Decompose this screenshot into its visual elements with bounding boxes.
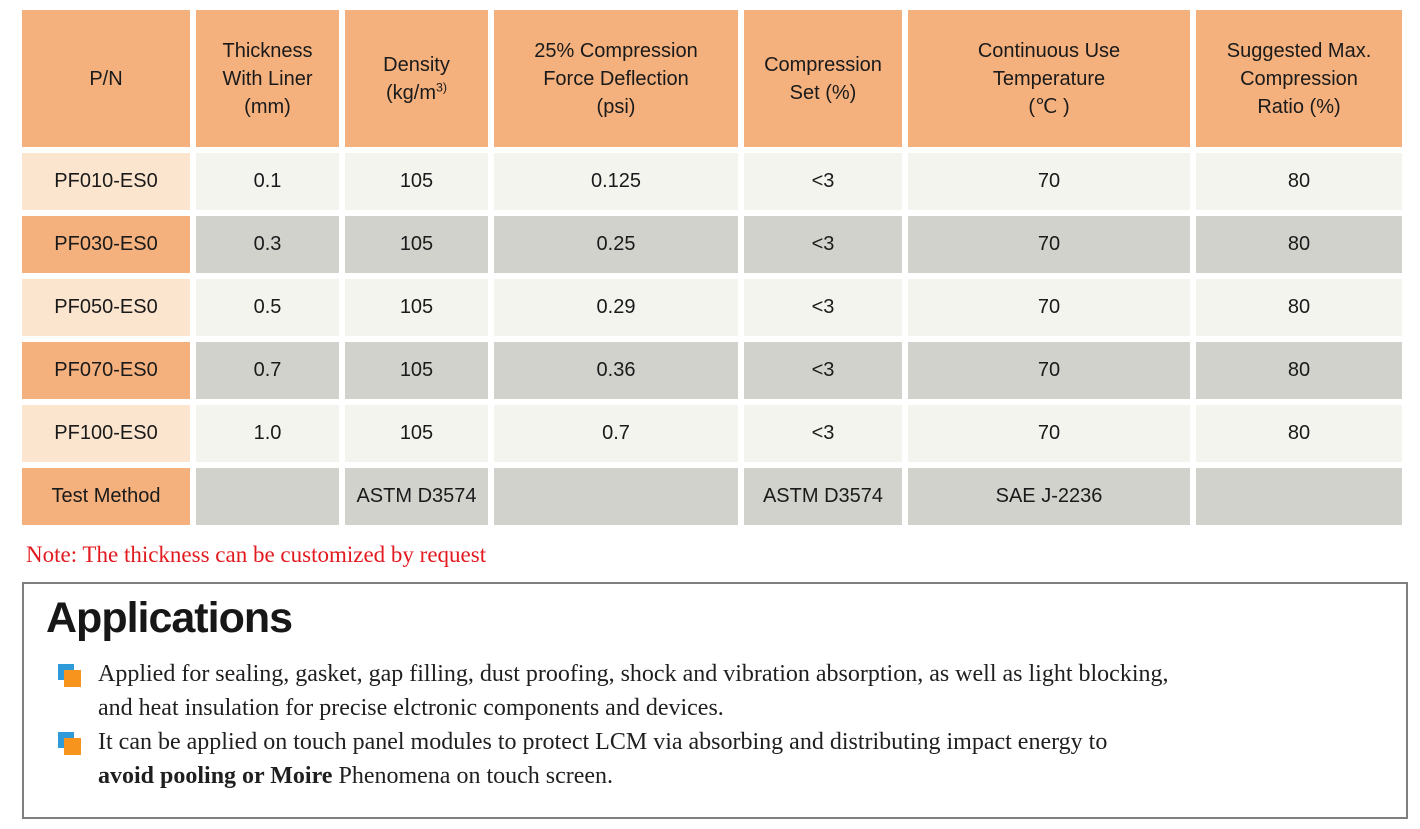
header-row: P/N Thickness With Liner (mm) Density (k…: [22, 10, 1402, 147]
application-bullet: It can be applied on touch panel modules…: [58, 725, 1382, 793]
header-line: Set (%): [789, 81, 857, 104]
cell-value: 80: [1196, 342, 1402, 399]
cell-value: ASTM D3574: [744, 468, 902, 525]
header-line: Compression: [1240, 67, 1358, 90]
col-header-max-compression-ratio: Suggested Max. Compression Ratio (%): [1196, 10, 1402, 147]
cell-pn: PF050-ES0: [22, 279, 190, 336]
bullet-text-line: Applied for sealing, gasket, gap filling…: [98, 661, 1169, 687]
layered-squares-bullet-icon: [58, 664, 82, 690]
cell-value: 0.25: [494, 216, 738, 273]
header-line: Continuous Use: [977, 39, 1121, 62]
col-header-temperature: Continuous Use Temperature (℃ ): [908, 10, 1190, 147]
cell-value: 80: [1196, 216, 1402, 273]
table-row: PF030-ES0 0.3 105 0.25 <3 70 80: [22, 216, 1402, 273]
cell-value: 70: [908, 342, 1190, 399]
cell-value: 105: [345, 153, 488, 210]
header-line: (℃ ): [1028, 95, 1070, 118]
density-unit-prefix: (kg/m: [385, 81, 436, 104]
table-row: PF100-ES0 1.0 105 0.7 <3 70 80: [22, 405, 1402, 462]
table-row: PF010-ES0 0.1 105 0.125 <3 70 80: [22, 153, 1402, 210]
table-row: PF070-ES0 0.7 105 0.36 <3 70 80: [22, 342, 1402, 399]
cell-value: 80: [1196, 279, 1402, 336]
applications-bullet-list: Applied for sealing, gasket, gap filling…: [44, 657, 1382, 793]
cell-value: 105: [345, 405, 488, 462]
cell-value: <3: [744, 279, 902, 336]
cell-value: 1.0: [196, 405, 339, 462]
header-line: P/N: [89, 67, 123, 90]
header-line: 25% Compression: [534, 39, 698, 62]
cell-value: [196, 468, 339, 525]
orange-square-icon: [64, 738, 81, 755]
cell-pn: PF100-ES0: [22, 405, 190, 462]
cell-value: 70: [908, 405, 1190, 462]
cell-value: 0.3: [196, 216, 339, 273]
cell-value: 0.7: [494, 405, 738, 462]
header-line: Compression: [764, 53, 882, 76]
bullet-text: Applied for sealing, gasket, gap filling…: [98, 657, 1168, 725]
header-line: Force Deflection: [543, 67, 689, 90]
header-line: Temperature: [992, 67, 1106, 90]
header-line: Suggested Max.: [1226, 39, 1372, 62]
cell-value: 80: [1196, 153, 1402, 210]
bullet-text: It can be applied on touch panel modules…: [98, 725, 1107, 793]
cell-value: ASTM D3574: [345, 468, 488, 525]
table-row: PF050-ES0 0.5 105 0.29 <3 70 80: [22, 279, 1402, 336]
header-line: Density: [383, 53, 450, 76]
header-line: Ratio (%): [1257, 95, 1341, 118]
cell-value: 0.36: [494, 342, 738, 399]
cell-value: 105: [345, 279, 488, 336]
table-row: Test Method ASTM D3574 ASTM D3574 SAE J-223…: [22, 468, 1402, 525]
cell-value: 80: [1196, 405, 1402, 462]
applications-title: Applications: [46, 594, 293, 642]
application-bullet: Applied for sealing, gasket, gap filling…: [58, 657, 1382, 725]
cell-value: 70: [908, 279, 1190, 336]
cell-value: <3: [744, 153, 902, 210]
spec-table: P/N Thickness With Liner (mm) Density (k…: [16, 4, 1408, 531]
col-header-thickness: Thickness With Liner (mm): [196, 10, 339, 147]
bullet-text-line: and heat insulation for precise elctroni…: [98, 695, 724, 721]
cell-value: 0.5: [196, 279, 339, 336]
header-line: (mm): [244, 95, 291, 118]
cell-value: 0.7: [196, 342, 339, 399]
header-line: (psi): [596, 95, 636, 118]
cell-value: 0.125: [494, 153, 738, 210]
note-text: Note: The thickness can be customized by…: [26, 542, 487, 567]
cell-pn: PF030-ES0: [22, 216, 190, 273]
cell-value: [494, 468, 738, 525]
cell-value: 0.1: [196, 153, 339, 210]
cell-pn: PF070-ES0: [22, 342, 190, 399]
orange-square-icon: [64, 670, 81, 687]
col-header-density: Density (kg/m3): [345, 10, 488, 147]
cell-pn: Test Method: [22, 468, 190, 525]
cell-value: 105: [345, 216, 488, 273]
cell-value: [1196, 468, 1402, 525]
layered-squares-bullet-icon: [58, 732, 82, 758]
cell-value: 105: [345, 342, 488, 399]
col-header-compression-set: Compression Set (%): [744, 10, 902, 147]
cell-value: SAE J-2236: [908, 468, 1190, 525]
col-header-cfd: 25% Compression Force Deflection (psi): [494, 10, 738, 147]
cell-value: <3: [744, 216, 902, 273]
cell-value: <3: [744, 342, 902, 399]
cell-pn: PF010-ES0: [22, 153, 190, 210]
header-line: With Liner: [222, 67, 313, 90]
cell-value: 70: [908, 153, 1190, 210]
cell-value: <3: [744, 405, 902, 462]
header-line: Thickness: [222, 39, 313, 62]
col-header-pn: P/N: [22, 10, 190, 147]
applications-box: Applications Applied for sealing, gasket…: [22, 582, 1408, 819]
cell-value: 0.29: [494, 279, 738, 336]
bullet-text-line: avoid pooling or Moire Phenomena on touc…: [98, 763, 614, 789]
bullet-text-line: It can be applied on touch panel modules…: [98, 729, 1108, 755]
cell-value: 70: [908, 216, 1190, 273]
header-line-unit: (kg/m3): [349, 79, 484, 107]
density-unit-superscript: 3): [435, 79, 448, 94]
